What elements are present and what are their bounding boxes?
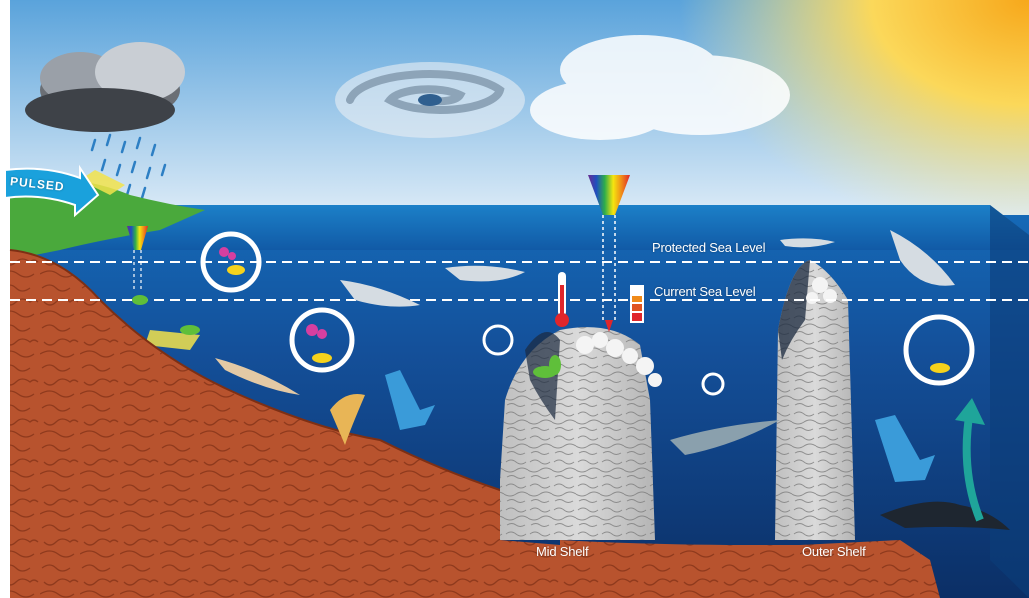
- outer-shelf-label: Outer Shelf: [802, 544, 866, 559]
- shark-icon: [340, 230, 955, 307]
- coral-pink-icon: [219, 247, 327, 339]
- seabed: [10, 250, 940, 598]
- thermometer-icon: [555, 272, 569, 327]
- current-sea-level-label: Current Sea Level: [654, 284, 756, 299]
- thresher-shark-icon: [880, 501, 1010, 530]
- migration-arrow-icon: [385, 370, 935, 482]
- fish-icon: [227, 265, 950, 373]
- sawfish-icon: [215, 358, 300, 395]
- mid-shelf-label: Mid Shelf: [536, 544, 589, 559]
- hammerhead-icon: [670, 420, 780, 455]
- light-spectrum-icon: [588, 175, 630, 332]
- sea-surface: [10, 205, 1029, 250]
- stingray-icon: [330, 394, 365, 445]
- cyclone-icon: [335, 62, 525, 138]
- seedling-icon: [132, 295, 561, 378]
- rain-cloud-icon: [25, 42, 185, 200]
- outer-shelf-shadow: [778, 260, 810, 360]
- light-spectrum-icon-shore: [127, 226, 148, 290]
- runoff-arrow-icon: [80, 170, 200, 350]
- pulsed-badge: [4, 164, 100, 218]
- acidity-gauge-icon: [630, 285, 644, 323]
- coral-icon: [576, 277, 837, 387]
- cycle-icon: [200, 231, 975, 396]
- seabed-edge: [9, 249, 501, 491]
- migration-arrow-head: [955, 398, 985, 425]
- cloud-bank: [530, 35, 790, 140]
- migration-arrow-up-icon: [962, 409, 984, 522]
- sea-side-face: [990, 205, 1029, 598]
- protected-sea-level-label: Protected Sea Level: [652, 240, 766, 255]
